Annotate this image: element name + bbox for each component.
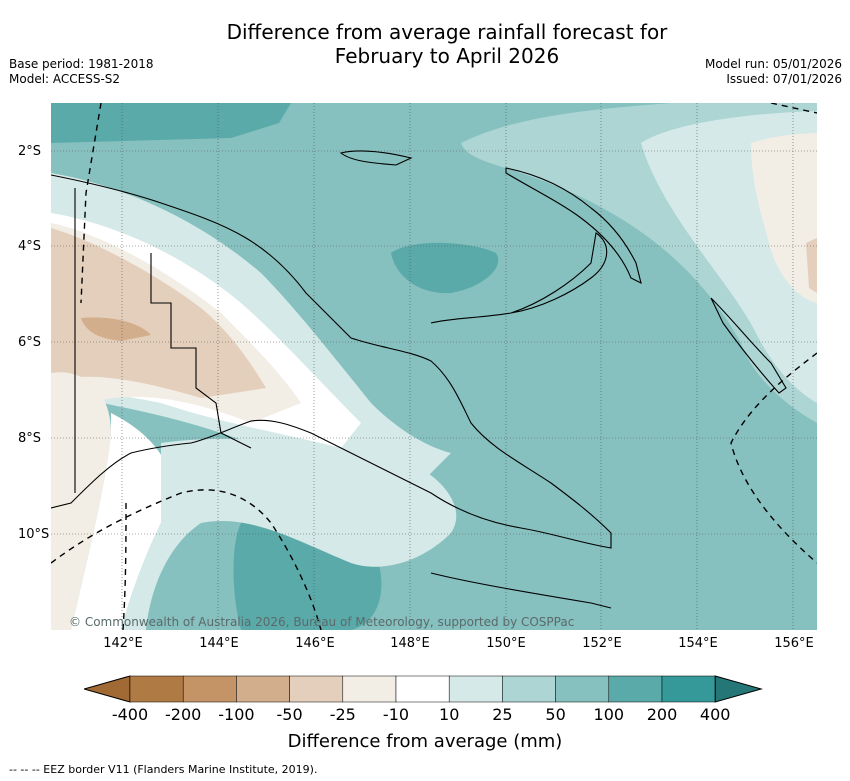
colorbar-segment xyxy=(608,675,663,703)
colorbar-tick-label: 50 xyxy=(545,705,566,724)
colorbar-segment xyxy=(502,675,556,703)
contour-positive-east xyxy=(751,133,817,303)
lat-label-4s: 4°S xyxy=(18,239,42,254)
colorbar-segment xyxy=(448,675,503,703)
model-run: Model run: 05/01/2026 xyxy=(704,57,842,71)
colorbar xyxy=(84,675,764,703)
colorbar-label: Difference from average (mm) xyxy=(287,731,563,752)
meta-left: Base period: 1981-2018 Model: ACCESS-S2 xyxy=(9,57,154,87)
colorbar-tick-label: 10 xyxy=(439,705,460,724)
colorbar-tick-label: -200 xyxy=(165,705,202,724)
lat-label-8s: 8°S xyxy=(18,431,42,446)
contour-offwhite-southwest xyxy=(51,372,111,630)
lon-label-150e: 150°E xyxy=(486,636,526,651)
colorbar-tick-label: -50 xyxy=(276,705,303,724)
eez-northeast xyxy=(770,103,817,114)
lon-label-154e: 154°E xyxy=(678,636,718,651)
colorbar-tick-label: 400 xyxy=(699,705,731,724)
colorbar-tick-label: 100 xyxy=(593,705,625,724)
lon-label-146e: 146°E xyxy=(295,636,335,651)
colorbar-segment xyxy=(129,675,184,703)
colorbar-arrow-high xyxy=(714,675,764,703)
colorbar-tick-label: -10 xyxy=(382,705,410,724)
contour-light-south xyxy=(121,438,457,630)
contour-white-southwest xyxy=(71,413,172,630)
contour-brown-dark xyxy=(81,317,151,341)
colorbar-segment xyxy=(289,675,344,703)
colorbar-segment xyxy=(182,675,237,703)
colorbar-tick-label: -400 xyxy=(111,705,149,724)
lat-label-6s: 6°S xyxy=(18,335,42,350)
contour-dark-central xyxy=(391,242,499,294)
coast-islands-south xyxy=(430,572,612,609)
model-name: Model: ACCESS-S2 xyxy=(9,72,121,86)
coast-manus xyxy=(339,150,413,166)
contour-positive-east-2 xyxy=(806,238,817,293)
eez-torres xyxy=(122,502,127,630)
colorbar-tick-label: 200 xyxy=(646,705,678,724)
issued-date: Issued: 07/01/2026 xyxy=(726,72,842,86)
coast-new-britain xyxy=(430,232,608,324)
colorbar-segment xyxy=(342,675,397,703)
eez-borders xyxy=(51,103,817,630)
coast-new-ireland xyxy=(505,167,642,285)
lat-label-10s: 10°S xyxy=(18,527,50,542)
lon-label-148e: 148°E xyxy=(390,636,430,651)
eez-west-north xyxy=(80,103,102,304)
contour-brown-west xyxy=(51,228,266,398)
colorbar-tick-label: 25 xyxy=(492,705,513,724)
title-line-2: February to April 2026 xyxy=(334,44,560,68)
lat-label-2s: 2°S xyxy=(18,144,42,159)
coastlines xyxy=(51,150,787,609)
title-line-1: Difference from average rainfall forecas… xyxy=(226,20,668,44)
lon-label-144e: 144°E xyxy=(199,636,239,651)
lon-label-152e: 152°E xyxy=(582,636,622,651)
eez-legend-note: -- -- -- EEZ border V11 (Flanders Marine… xyxy=(9,763,318,776)
eez-east xyxy=(730,352,817,564)
colorbar-segment xyxy=(661,675,716,703)
colorbar-segment xyxy=(555,675,610,703)
meta-right: Model run: 05/01/2026 Issued: 07/01/2026 xyxy=(705,57,842,87)
eez-south xyxy=(51,489,322,630)
map-title: Difference from average rainfall forecas… xyxy=(0,20,850,68)
coast-bougainville xyxy=(710,297,787,394)
base-period: Base period: 1981-2018 xyxy=(9,57,154,71)
colorbar-tick-label: -100 xyxy=(218,705,255,724)
colorbar-arrow-low xyxy=(84,675,131,703)
colorbar-tick-label: -25 xyxy=(329,705,356,724)
colorbar-segment xyxy=(395,675,450,703)
rainfall-map: © Commonwealth of Australia 2026, Bureau… xyxy=(51,103,817,630)
contour-dark-topleft xyxy=(51,103,291,143)
province-borders xyxy=(150,253,252,449)
credit-text: © Commonwealth of Australia 2026, Bureau… xyxy=(69,615,574,629)
coast-new-guinea-south xyxy=(51,174,612,549)
lon-label-156e: 156°E xyxy=(774,636,814,651)
lon-label-142e: 142°E xyxy=(103,636,143,651)
colorbar-segment xyxy=(236,675,290,703)
